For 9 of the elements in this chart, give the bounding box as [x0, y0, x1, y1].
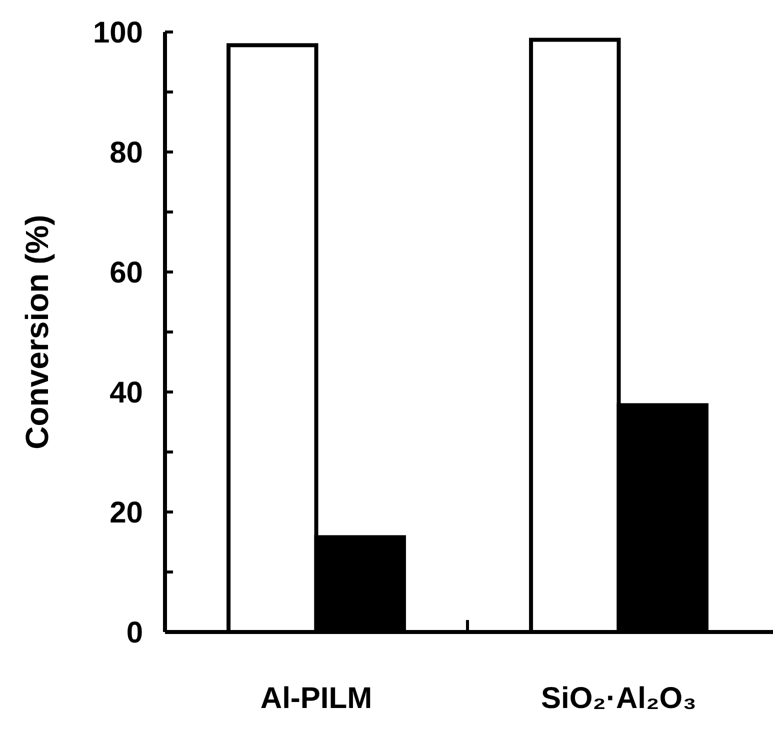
- x-tick-label: SiO₂·Al₂O₃: [540, 682, 697, 715]
- y-tick-label: 80: [110, 136, 143, 170]
- y-axis-title: Conversion (%): [19, 214, 55, 450]
- y-tick-label: 20: [110, 496, 143, 530]
- y-tick-label: 40: [110, 376, 143, 410]
- y-tick-label: 0: [126, 616, 143, 650]
- y-tick-label: 60: [110, 256, 143, 290]
- x-tick-label: Al-PILM: [260, 682, 372, 715]
- y-tick-label: 100: [92, 16, 143, 50]
